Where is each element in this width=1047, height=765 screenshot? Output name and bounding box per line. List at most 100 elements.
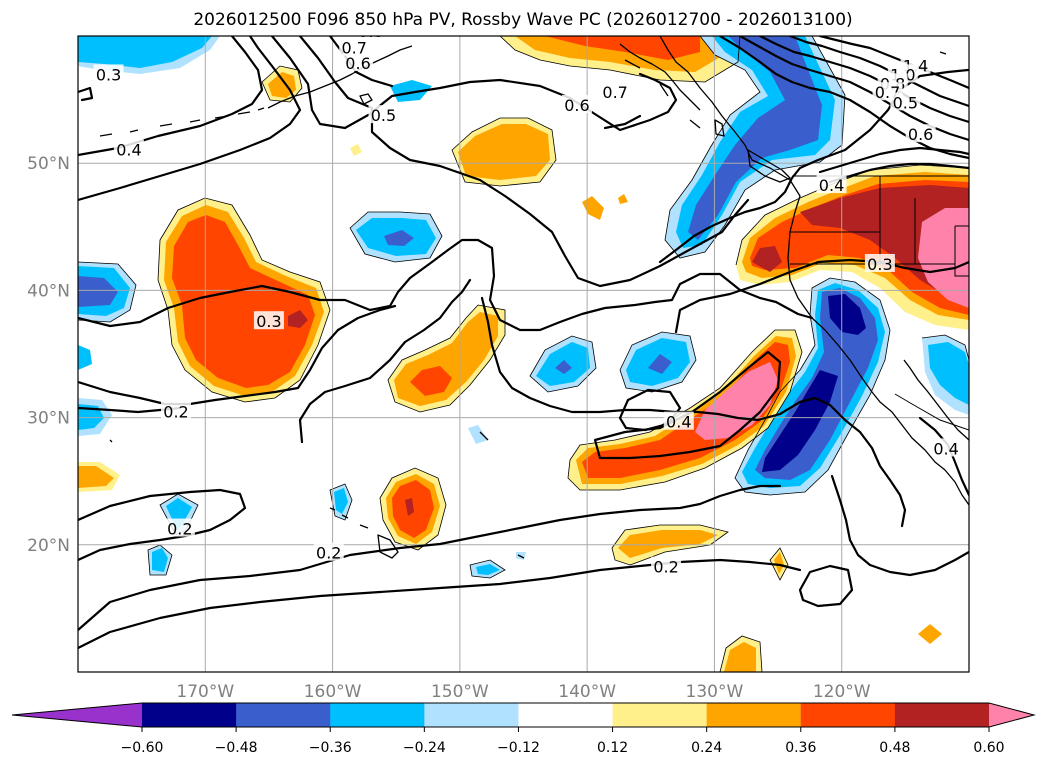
map-frame <box>77 35 970 673</box>
contour-0.2-west <box>78 304 397 406</box>
contour-label: 0.8 <box>358 22 383 41</box>
shade-negative-135w-core <box>648 354 672 374</box>
contour-label: 0.5 <box>893 93 918 112</box>
shade-negative-north-small <box>390 80 432 102</box>
colorbar-segment <box>142 703 237 727</box>
shade-negative-140w-core <box>555 360 572 374</box>
shade-baja-negative-core <box>928 342 969 405</box>
shade-positive-dot-3 <box>618 194 628 204</box>
colorbar-segment <box>236 703 331 727</box>
contour-label-halo <box>113 139 144 158</box>
shade-positive-small-east-core <box>774 552 784 574</box>
colorbar-segment <box>424 703 519 727</box>
shade-negative-small-sw <box>152 548 168 572</box>
colorbar-segment <box>894 703 990 727</box>
lat-tick-label: 50°N <box>27 154 70 174</box>
contour-label-halo <box>253 311 284 330</box>
map-area: 0.30.40.50.60.70.80.60.71.41.00.80.70.50… <box>78 22 969 672</box>
contour-0.4-small-loop <box>618 388 682 432</box>
contour-tight-northeast-1 <box>718 36 969 160</box>
shade-npac-positive-brick <box>288 310 308 328</box>
contour-label-halo <box>339 37 370 56</box>
gridlines <box>78 36 969 672</box>
contour-label-halo <box>313 542 344 561</box>
colorbar-segment <box>330 703 425 727</box>
coast-southeast-alaska <box>619 43 701 129</box>
lat-tick-label: 20°N <box>27 536 70 556</box>
lon-tick-label: 120°W <box>813 682 871 702</box>
shade-subtropical-positive-pink <box>695 362 778 440</box>
contour-label-halo <box>663 411 694 430</box>
shade-positive-south <box>618 530 718 558</box>
contour-label: 0.3 <box>867 255 892 274</box>
shade-negative-west-35n <box>78 345 92 370</box>
colorbar-extend-low <box>12 703 142 727</box>
shade-positive-diamond <box>918 624 942 644</box>
shade-positive-dot-1 <box>350 144 362 156</box>
contour-label-halo <box>600 82 631 101</box>
contour-label-halo <box>905 124 936 143</box>
shade-negative-tiny-1 <box>468 425 488 444</box>
coast-hawaii <box>329 507 399 559</box>
shade-bc-negative-core <box>688 36 822 240</box>
longitude-tick-labels: 170°W 160°W 150°W 140°W 130°W 120°W <box>176 682 870 702</box>
lon-tick-label: 130°W <box>686 682 744 702</box>
colorbar-segment <box>800 703 896 727</box>
shade-negative-hawaii-north-core <box>334 488 348 514</box>
contour-0.6-east-lobe <box>828 162 969 184</box>
shade-negative-160w-core <box>384 230 414 246</box>
shade-npac-positive-red <box>172 215 315 388</box>
shade-negative-far-west-core <box>78 276 118 307</box>
colorbar-tick-label: 0.12 <box>597 740 628 756</box>
contour-0.2-southeast <box>78 558 802 650</box>
shade-negative-trough-sw <box>166 498 192 530</box>
colorbar-tick-label: −0.48 <box>215 740 258 756</box>
contour-label: 0.4 <box>116 140 141 159</box>
contour-label: 0.4 <box>933 439 958 458</box>
contour-0.3-east <box>674 258 969 334</box>
lon-tick-label: 140°W <box>558 682 616 702</box>
colorbar-extend-high <box>989 703 1034 727</box>
shade-western-us-positive-pink <box>918 208 969 308</box>
shade-positive-bottom <box>724 642 756 672</box>
contour-label: 0.6 <box>345 54 370 73</box>
shade-gulf-alaska-positive-inner <box>545 36 700 60</box>
colorbar-tick-label: 0.24 <box>691 740 722 756</box>
coast-north-america <box>659 36 969 506</box>
shade-positive-dateline <box>78 466 114 488</box>
contour-label: 0.3 <box>96 65 121 84</box>
coast-kodiak <box>359 93 373 105</box>
latitude-tick-labels: 50°N 40°N 30°N 20°N <box>27 154 70 556</box>
contour-label-halo <box>864 253 895 272</box>
shade-california-negative-navy-south <box>762 370 838 472</box>
contour-label: 0.4 <box>819 176 844 195</box>
pv-anomaly-shading <box>78 36 969 672</box>
contour-label: 0.2 <box>167 520 192 539</box>
contour-0.4-north <box>78 36 302 202</box>
contour-label-halo <box>355 36 386 40</box>
contour-label: 0.4 <box>666 413 691 432</box>
shade-california-negative-navy <box>828 294 866 335</box>
contour-label-halo <box>561 94 592 113</box>
shade-150w-positive <box>458 124 550 180</box>
contour-label: 0.6 <box>564 96 589 115</box>
contour-0.6-north <box>298 36 750 288</box>
coast-gulf-of-california <box>903 359 969 441</box>
contour-label-halo <box>368 105 399 124</box>
contour-label: 0.7 <box>341 39 366 58</box>
contour-label: 0.2 <box>316 544 341 563</box>
coast-haida-gwaii <box>714 119 725 137</box>
contour-tight-northeast-4 <box>788 36 969 108</box>
lon-tick-label: 160°W <box>304 682 362 702</box>
contour-label-halo <box>343 52 374 71</box>
colorbar-segment <box>518 703 614 727</box>
contour-0.5-north <box>270 36 678 132</box>
colorbar-tick-label: −0.36 <box>309 740 352 756</box>
contour-label: 0.3 <box>256 312 281 331</box>
contour-label-halo <box>651 556 682 575</box>
contour-label-halo <box>890 92 921 111</box>
colorbar-tick-label: −0.60 <box>121 740 164 756</box>
contour-0.3-mexico <box>830 474 969 577</box>
contour-label: 0.2 <box>163 403 188 422</box>
colorbar-segment <box>706 703 802 727</box>
